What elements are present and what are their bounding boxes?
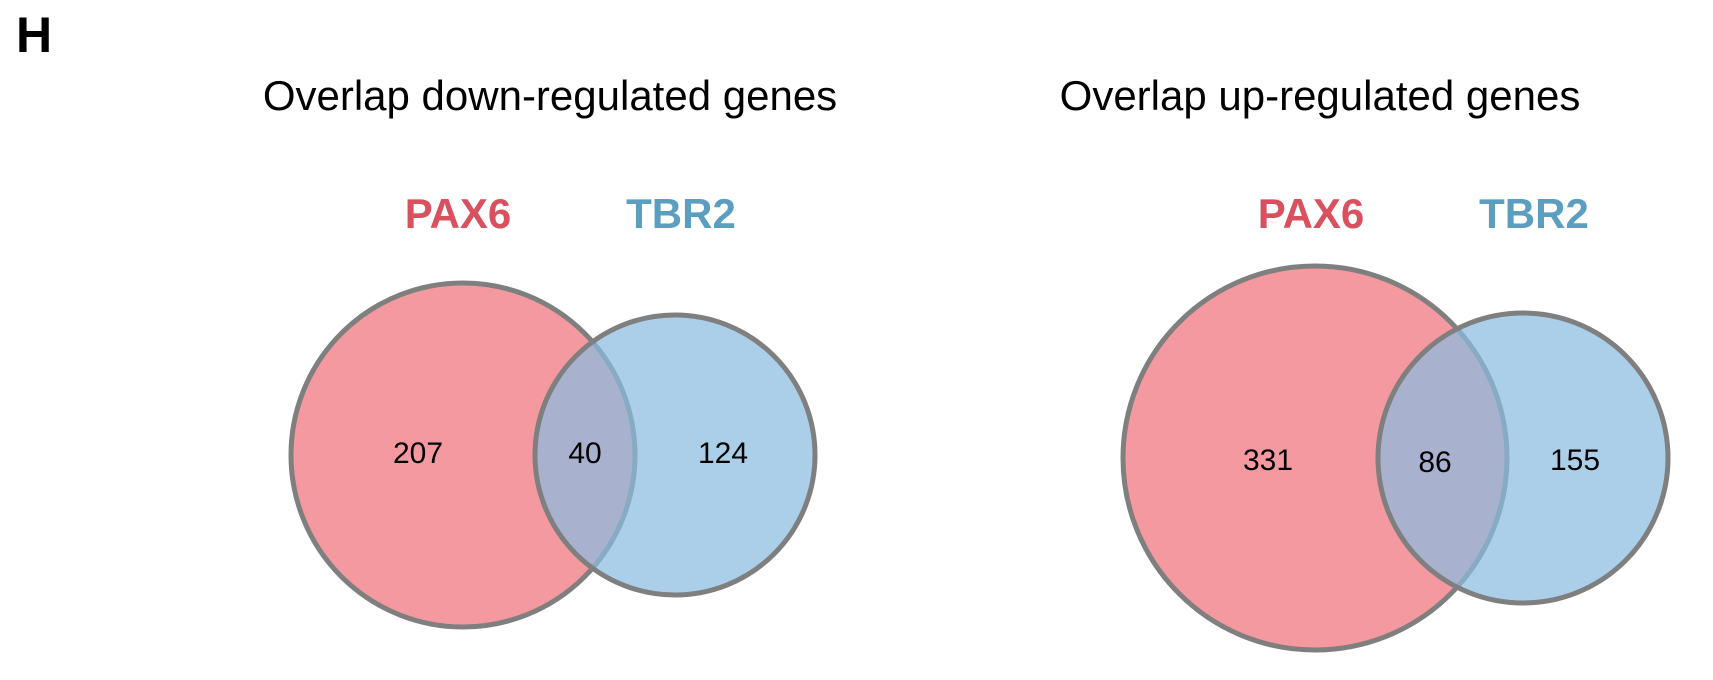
venn-up-tbr2-label: TBR2	[1479, 190, 1589, 237]
venn-down-overlap-count: 40	[568, 437, 601, 470]
venn-down-tbr2-only-count: 124	[698, 437, 748, 470]
venn-up-overlap-count: 86	[1418, 446, 1451, 479]
venn-up-pax6-label: PAX6	[1258, 190, 1365, 237]
venn-up-pax6-only-count: 331	[1243, 444, 1293, 477]
venn-down: PAX6 TBR2 207 40 124	[288, 190, 818, 630]
venn-up-tbr2-only-count: 155	[1550, 444, 1600, 477]
venn-up: PAX6 TBR2 331 86 155	[1120, 190, 1671, 653]
venn-up-tbr2-circle	[1375, 310, 1671, 606]
venn-up-title: Overlap up-regulated genes	[1059, 72, 1581, 119]
venn-down-tbr2-label: TBR2	[626, 190, 736, 237]
venn-down-pax6-label: PAX6	[405, 190, 512, 237]
venn-down-tbr2-circle	[532, 312, 818, 598]
panel-letter: H	[16, 7, 53, 63]
venn-down-pax6-only-count: 207	[393, 437, 443, 470]
venn-down-title: Overlap down-regulated genes	[262, 72, 838, 119]
